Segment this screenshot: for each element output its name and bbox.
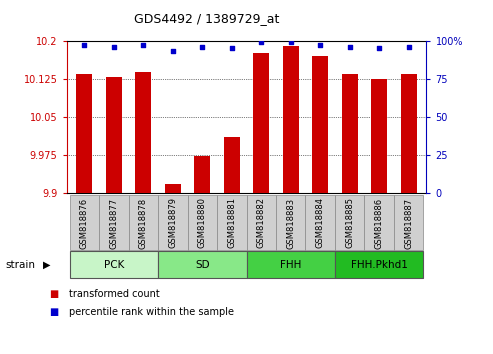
Text: GSM818877: GSM818877 xyxy=(109,198,118,249)
Text: GSM818884: GSM818884 xyxy=(316,198,325,249)
Bar xyxy=(194,156,211,193)
Point xyxy=(375,46,383,51)
FancyBboxPatch shape xyxy=(276,195,306,250)
Point xyxy=(317,42,324,48)
Text: SD: SD xyxy=(195,259,210,270)
Text: FHH.Pkhd1: FHH.Pkhd1 xyxy=(351,259,408,270)
FancyBboxPatch shape xyxy=(158,251,246,278)
Point xyxy=(257,39,265,45)
FancyBboxPatch shape xyxy=(129,195,158,250)
Text: GSM818880: GSM818880 xyxy=(198,198,207,249)
Bar xyxy=(401,74,417,193)
Text: GSM818885: GSM818885 xyxy=(345,198,354,249)
FancyBboxPatch shape xyxy=(187,195,217,250)
FancyBboxPatch shape xyxy=(70,251,158,278)
Text: GSM818878: GSM818878 xyxy=(139,198,148,249)
Text: GSM818886: GSM818886 xyxy=(375,198,384,249)
Text: GSM818876: GSM818876 xyxy=(80,198,89,249)
Text: FHH: FHH xyxy=(280,259,301,270)
Point xyxy=(169,48,176,54)
FancyBboxPatch shape xyxy=(394,195,423,250)
Bar xyxy=(253,53,269,193)
Bar xyxy=(312,56,328,193)
Text: percentile rank within the sample: percentile rank within the sample xyxy=(69,307,234,316)
Text: ▶: ▶ xyxy=(43,259,51,270)
Point xyxy=(228,46,236,51)
Text: PCK: PCK xyxy=(104,259,124,270)
Bar xyxy=(76,74,92,193)
Text: GSM818882: GSM818882 xyxy=(257,198,266,249)
Point xyxy=(140,42,147,48)
Bar xyxy=(106,77,122,193)
FancyBboxPatch shape xyxy=(158,195,187,250)
Text: transformed count: transformed count xyxy=(69,289,160,299)
FancyBboxPatch shape xyxy=(246,251,335,278)
Point xyxy=(198,44,206,50)
Point xyxy=(287,39,295,45)
FancyBboxPatch shape xyxy=(364,195,394,250)
FancyBboxPatch shape xyxy=(217,195,246,250)
Point xyxy=(80,42,88,48)
Bar xyxy=(282,46,299,193)
Bar xyxy=(224,137,240,193)
Text: GDS4492 / 1389729_at: GDS4492 / 1389729_at xyxy=(135,12,280,25)
Bar xyxy=(342,74,358,193)
Text: GSM818883: GSM818883 xyxy=(286,198,295,249)
Text: GSM818881: GSM818881 xyxy=(227,198,236,249)
Point xyxy=(110,44,118,50)
Text: GSM818887: GSM818887 xyxy=(404,198,413,249)
FancyBboxPatch shape xyxy=(335,195,364,250)
Text: strain: strain xyxy=(5,259,35,270)
FancyBboxPatch shape xyxy=(306,195,335,250)
Text: ■: ■ xyxy=(49,307,59,316)
Point xyxy=(405,44,413,50)
Bar xyxy=(371,79,387,193)
Point xyxy=(346,44,353,50)
Bar xyxy=(165,184,181,193)
FancyBboxPatch shape xyxy=(335,251,423,278)
FancyBboxPatch shape xyxy=(246,195,276,250)
Text: ■: ■ xyxy=(49,289,59,299)
Bar xyxy=(135,72,151,193)
FancyBboxPatch shape xyxy=(99,195,129,250)
Text: GSM818879: GSM818879 xyxy=(168,198,177,249)
FancyBboxPatch shape xyxy=(70,195,99,250)
